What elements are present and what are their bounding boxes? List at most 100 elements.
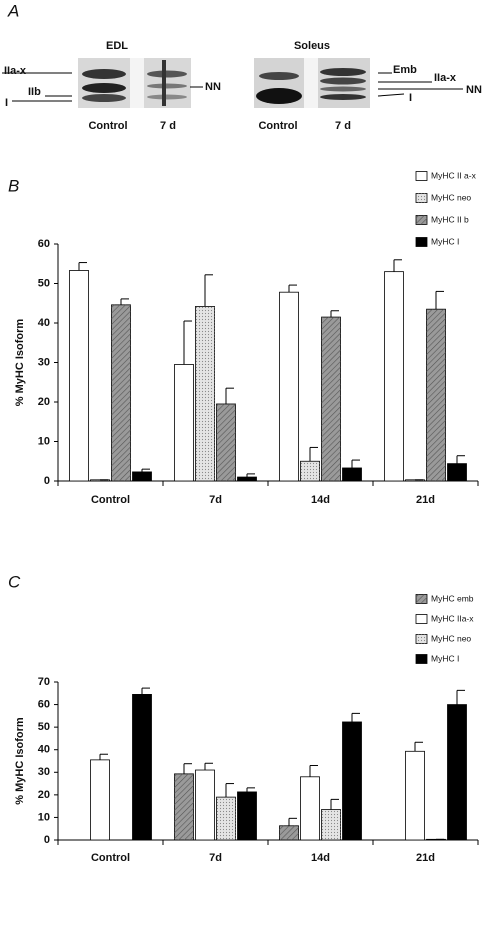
legend-label: MyHC II a-x: [431, 170, 477, 180]
gel-band: [82, 94, 126, 102]
legend-label: MyHC IIa-x: [431, 613, 474, 623]
bar-texture: [216, 797, 236, 840]
x-tick-label: Control: [91, 494, 130, 506]
gel-band: [320, 68, 366, 76]
y-tick-label: 40: [38, 744, 50, 756]
lane-label: 7 d: [335, 120, 351, 132]
bar-texture: [279, 825, 299, 840]
bar: [237, 791, 257, 841]
bar: [237, 476, 257, 482]
bar: [342, 721, 362, 841]
y-tick-label: 30: [38, 766, 50, 778]
bar: [384, 271, 404, 482]
gel-band: [147, 94, 187, 100]
y-tick-label: 40: [38, 317, 50, 329]
band-label: I: [5, 97, 8, 109]
panel-label: B: [8, 176, 19, 195]
legend-label: MyHC I: [431, 236, 459, 246]
bar: [300, 776, 320, 841]
y-tick-label: 10: [38, 435, 50, 447]
y-tick-label: 20: [38, 396, 50, 408]
bar: [447, 463, 467, 482]
y-tick-label: 30: [38, 356, 50, 368]
legend-texture: [416, 193, 427, 203]
gel-band: [256, 88, 302, 104]
y-tick-label: 50: [38, 721, 50, 733]
y-tick-label: 60: [38, 238, 50, 250]
band-label: Emb: [393, 64, 417, 76]
band-label: NN: [205, 81, 221, 93]
legend-label: MyHC I: [431, 653, 459, 663]
legend-swatch: [415, 171, 428, 181]
x-tick-label: 14d: [311, 494, 330, 506]
bar: [279, 291, 299, 482]
bar-texture: [111, 304, 131, 481]
legend-texture: [416, 634, 427, 644]
bar-texture: [300, 461, 320, 481]
gel-title: Soleus: [294, 40, 330, 52]
y-tick-label: 10: [38, 811, 50, 823]
band-label: IIb: [28, 86, 41, 98]
bar-texture: [174, 773, 194, 840]
bar: [447, 704, 467, 841]
bar: [174, 364, 194, 482]
legend-swatch: [415, 654, 428, 664]
gel-band: [320, 86, 366, 92]
legend-label: MyHC neo: [431, 633, 471, 643]
y-tick-label: 70: [38, 676, 50, 688]
legend-label: MyHC neo: [431, 192, 471, 202]
lane-label: Control: [258, 120, 297, 132]
bar-texture: [405, 479, 425, 481]
panel-a: A EDL Soleus IIa-x IIb I NN Control 7 d: [2, 1, 482, 132]
bar: [132, 694, 152, 841]
label-line: [377, 93, 405, 97]
gel-band: [259, 72, 299, 80]
gel-gap: [304, 58, 318, 108]
x-tick-label: 21d: [416, 852, 435, 864]
lane-label: 7 d: [160, 120, 176, 132]
y-tick-label: 20: [38, 789, 50, 801]
y-axis-label: % MyHC Isoform: [14, 319, 26, 407]
band-label: IIa-x: [4, 65, 27, 77]
bar-texture: [216, 403, 236, 481]
gel-band: [82, 69, 126, 79]
x-tick-label: 14d: [311, 852, 330, 864]
y-tick-label: 0: [44, 834, 50, 846]
lane-label: Control: [88, 120, 127, 132]
bar-texture: [321, 809, 341, 840]
legend-texture: [416, 215, 427, 225]
bar-texture: [195, 306, 215, 481]
y-tick-label: 60: [38, 698, 50, 710]
y-tick-label: 0: [44, 475, 50, 487]
x-tick-label: 7d: [209, 494, 222, 506]
bar-chart: C % MyHC Isoform 0 10 20 30 40 50 60 70 Control 7d 1…: [8, 572, 479, 864]
gel-band: [82, 83, 126, 93]
gel-band: [147, 70, 187, 78]
x-tick-label: 21d: [416, 494, 435, 506]
bar: [195, 769, 215, 841]
bar-texture: [90, 479, 110, 481]
bar: [405, 750, 425, 841]
x-tick-label: 7d: [209, 852, 222, 864]
y-tick-label: 50: [38, 277, 50, 289]
panel-label: C: [8, 572, 21, 591]
legend-texture: [416, 594, 427, 604]
bar: [132, 471, 152, 482]
band-label: NN: [466, 84, 482, 96]
bar-texture: [321, 317, 341, 481]
bar-texture: [426, 309, 446, 481]
x-tick-label: Control: [91, 852, 130, 864]
bar: [69, 270, 89, 482]
bar: [342, 467, 362, 482]
band-label: IIa-x: [434, 72, 457, 84]
gel-gap: [130, 58, 144, 108]
legend-swatch: [415, 237, 428, 247]
y-axis-label: % MyHC Isoform: [14, 717, 26, 805]
legend-swatch: [415, 614, 428, 624]
bar: [90, 759, 110, 841]
band-label: I: [409, 92, 412, 104]
gel-streak: [162, 60, 166, 106]
gel-band: [320, 94, 366, 100]
bar-chart: B % MyHC Isoform 0 10 20 30 40 50 60 Control 7d 14d…: [8, 170, 479, 506]
